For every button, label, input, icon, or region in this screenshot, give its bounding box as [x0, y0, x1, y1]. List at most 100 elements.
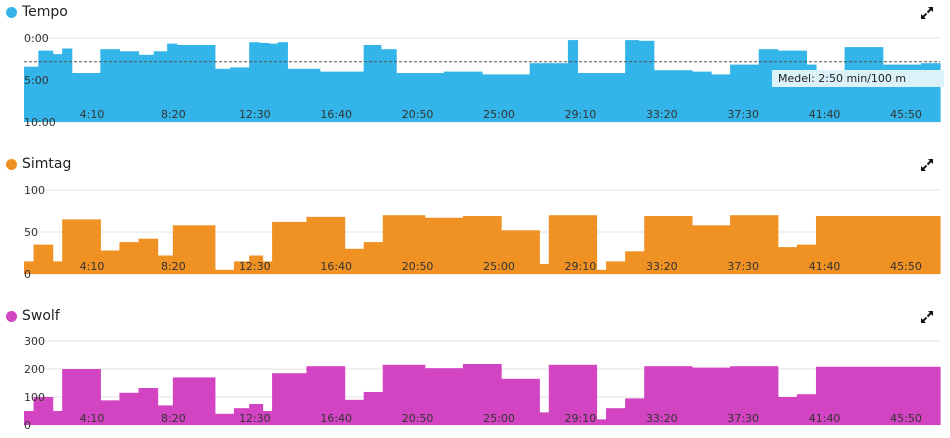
swolf-y-tick-label: 200 [24, 363, 45, 376]
tempo-step [153, 51, 168, 122]
cadence-step [119, 242, 140, 274]
swolf-step [249, 404, 264, 425]
cadence-step [644, 216, 693, 274]
cadence-step [138, 238, 159, 274]
tempo-step [176, 45, 216, 122]
tempo-step [71, 73, 101, 122]
tempo-chart-title: Tempo [22, 4, 68, 20]
tempo-series-dot [6, 6, 17, 18]
cadence-step [62, 219, 101, 274]
tempo-step [443, 71, 483, 122]
tempo-step [138, 54, 155, 122]
cadence-step [100, 250, 121, 274]
cadence-y-tick-label: 100 [24, 184, 45, 197]
cadence-chart-panel: 0 50 100 4:10 8:20 12:30 16:40 20:50 25:00 29:10 3… [0, 152, 950, 292]
tempo-average-label-bg [772, 70, 944, 87]
swolf-step [214, 413, 235, 425]
cadence-chart: 0 50 100 4:10 8:20 12:30 16:40 20:50 25:00 29:10 3… [24, 184, 941, 281]
swolf-step [344, 399, 365, 425]
tempo-step [167, 43, 178, 122]
tempo-step [482, 74, 531, 122]
cadence-step [272, 221, 308, 274]
tempo-x-tick-label: 16:40 [320, 108, 352, 121]
tempo-step [730, 64, 760, 122]
cadence-step [501, 230, 540, 274]
swolf-y-tick-label: 100 [24, 391, 45, 404]
swolf-chart: 0 100 200 300 4:10 8:20 12:30 16:40 20:50 25:00 29… [24, 335, 941, 432]
cadence-step [462, 216, 502, 274]
tempo-y-tick-label: 0:00 [24, 32, 49, 45]
cadence-step [24, 261, 35, 274]
swolf-step [172, 377, 216, 425]
cadence-x-tick-label: 37:30 [727, 260, 759, 273]
cadence-x-tick-label: 16:40 [320, 260, 352, 273]
swolf-x-tick-label: 41:40 [809, 412, 841, 425]
cadence-step [262, 261, 273, 274]
cadence-x-tick-label: 8:20 [161, 260, 186, 273]
swolf-step [119, 392, 140, 425]
tempo-step [577, 73, 626, 122]
tempo-y-tick-label: 10:00 [24, 116, 56, 129]
expand-icon[interactable] [920, 6, 934, 20]
tempo-x-tick-label: 4:10 [80, 108, 105, 121]
swolf-series-dot [6, 310, 17, 322]
swolf-step [606, 408, 626, 425]
swolf-step [815, 366, 941, 425]
expand-icon[interactable] [920, 310, 934, 324]
tempo-step [806, 64, 817, 122]
cadence-step [730, 215, 779, 274]
swolf-step [233, 408, 250, 425]
tempo-step [625, 40, 640, 122]
tempo-x-tick-label: 41:40 [809, 108, 841, 121]
tempo-x-tick-label: 37:30 [727, 108, 759, 121]
tempo-x-tick-label: 12:30 [239, 108, 271, 121]
swolf-step [262, 411, 273, 425]
cadence-step [33, 244, 54, 274]
tempo-step [258, 42, 269, 122]
swolf-y-tick-label: 300 [24, 335, 45, 348]
swolf-x-tick-label: 8:20 [161, 412, 186, 425]
tempo-step [287, 68, 321, 122]
swolf-x-tick-label: 33:20 [646, 412, 678, 425]
tempo-step [249, 42, 260, 123]
swolf-step [272, 373, 308, 425]
cadence-step [815, 216, 941, 274]
swolf-y-tick-label: 0 [24, 419, 31, 432]
swolf-x-tick-label: 37:30 [727, 412, 759, 425]
cadence-step [691, 225, 731, 274]
cadence-chart-title: Simtag [22, 156, 72, 172]
cadence-step [777, 247, 798, 274]
expand-icon[interactable] [920, 158, 934, 172]
tempo-x-tick-label: 45:50 [890, 108, 922, 121]
tempo-chart: Medel: 2:50 min/100 m 0:00 5:00 10:00 4:10 8:… [24, 32, 944, 129]
cadence-step [233, 261, 250, 274]
tempo-step [758, 49, 779, 123]
cadence-step [539, 263, 550, 274]
cadence-step [424, 217, 464, 274]
cadence-x-tick-label: 33:20 [646, 260, 678, 273]
tempo-step [52, 54, 63, 122]
cadence-step [249, 255, 264, 274]
swolf-step [596, 419, 607, 425]
cadence-x-tick-label: 41:40 [809, 260, 841, 273]
swolf-x-tick-label: 45:50 [890, 412, 922, 425]
swolf-step [138, 388, 159, 425]
swolf-step [363, 391, 384, 425]
cadence-x-tick-label: 12:30 [239, 260, 271, 273]
swolf-chart-title: Swolf [22, 308, 60, 324]
cadence-chart-header: Simtag [6, 155, 71, 173]
tempo-step [653, 70, 693, 122]
cadence-step [214, 269, 235, 274]
tempo-x-tick-label: 8:20 [161, 108, 186, 121]
cadence-y-tick-label: 0 [24, 268, 31, 281]
tempo-step [100, 49, 121, 123]
swolf-x-tick-label: 4:10 [80, 412, 105, 425]
cadence-step [363, 242, 384, 274]
tempo-x-tick-label: 29:10 [565, 108, 597, 121]
swolf-step [777, 397, 798, 425]
cadence-step [596, 269, 607, 274]
tempo-step [529, 63, 569, 122]
tempo-chart-header: Tempo [6, 3, 68, 21]
cadence-step [344, 248, 365, 274]
cadence-step [548, 215, 598, 274]
